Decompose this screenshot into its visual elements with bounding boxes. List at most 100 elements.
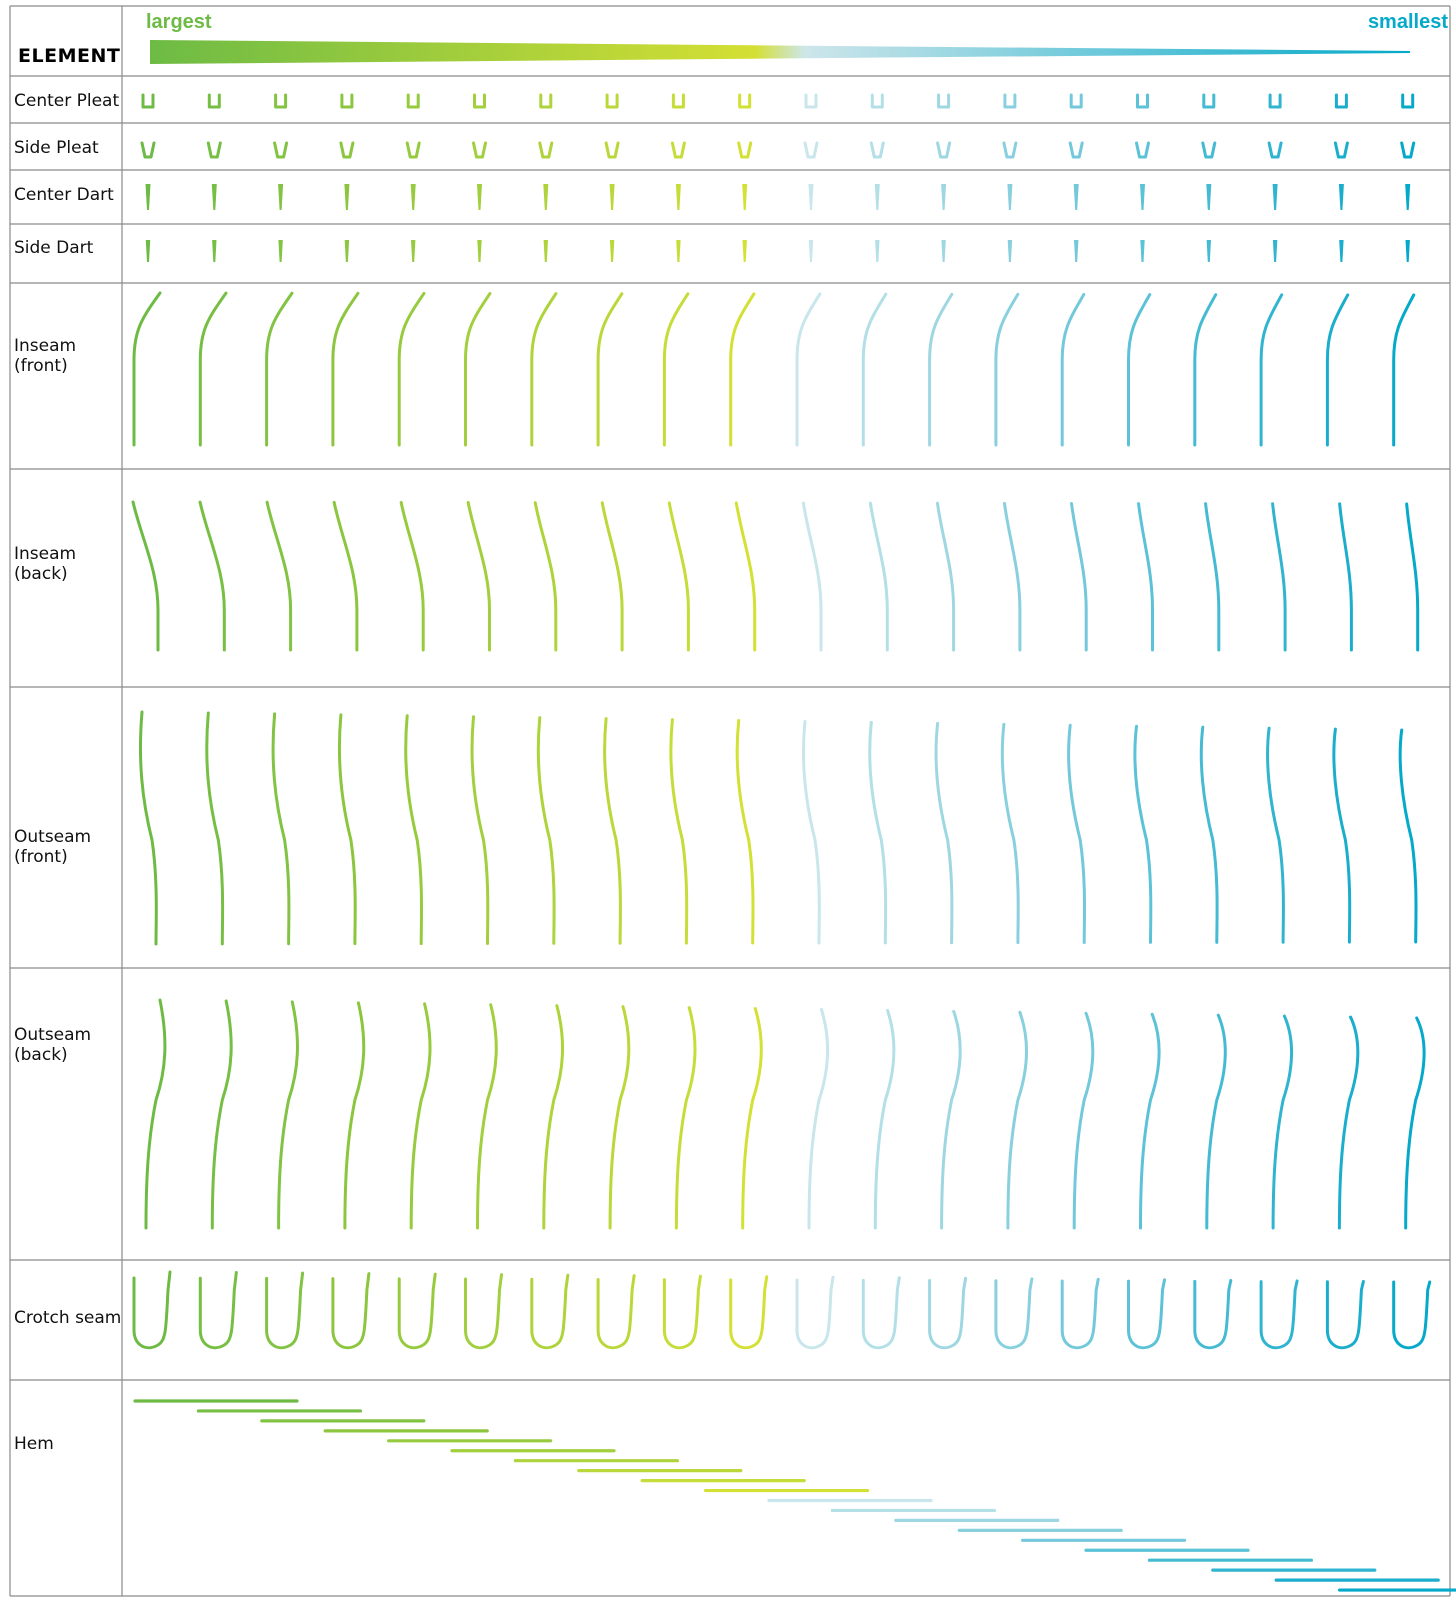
outseam-back-curve [210,999,233,1230]
side-pleat-glyph [405,141,421,159]
side-pleat-glyph [206,141,222,159]
side-dart-glyph [344,240,350,262]
inseam-front-curve [662,292,690,447]
inseam-front-curve [1127,293,1152,447]
center-dart-glyph [477,184,482,210]
outseam-front-curve [1266,726,1285,944]
center-pleat-glyph [870,93,884,109]
center-dart-glyph [543,184,549,210]
side-dart-glyph [1206,240,1211,262]
side-dart-glyph [742,240,747,262]
outseam-front-curve [934,721,954,945]
outseam-back-curve [409,1002,432,1230]
side-pleat-glyph [869,141,885,159]
inseam-back-curve [198,500,226,652]
center-dart-glyph [874,184,880,210]
inseam-front-curve [1060,292,1086,447]
outseam-front-curve [536,716,556,945]
inseam-back-curve [1070,501,1088,652]
outseam-front-curve [1067,723,1087,945]
center-dart-glyph [1405,184,1411,210]
outseam-front-curve [801,719,821,945]
crotch-seam-curve [861,1276,901,1350]
crotch-seam-curve [331,1272,371,1350]
center-dart-glyph [145,184,151,210]
side-dart-glyph [1339,240,1344,262]
outseam-back-curve [1271,1014,1294,1230]
crotch-seam-curve [729,1275,769,1350]
row-glyphs [131,93,1456,1592]
outseam-front-curve [1398,728,1418,944]
center-dart-glyph [609,184,615,210]
outseam-front-curve [404,714,424,946]
side-dart-glyph [543,240,548,262]
outseam-back-curve [1205,1013,1227,1230]
crotch-seam-label: Crotch seam [14,1308,121,1328]
inseam-front-curve [729,292,756,447]
side-dart-glyph [1140,240,1145,262]
outseam-back-curve [144,998,167,1230]
outseam-front-curve [868,720,888,945]
inseam-front-curve [1392,293,1416,447]
side-pleat-glyph [737,141,753,159]
inseam-back-curve [1405,502,1420,652]
crotch-seam-curve [1193,1278,1233,1350]
center-pleat-glyph [671,93,685,109]
side-pleat-glyph [1333,141,1349,159]
center-pleat-glyph [1401,93,1415,109]
outseam-back-curve [1139,1012,1161,1230]
outseam-back-curve [343,1001,366,1230]
outseam-front-label: Outseam [14,827,91,847]
side-dart-glyph [1272,240,1278,262]
inseam-back-curve [667,501,690,652]
crotch-seam-curve [198,1271,238,1350]
table-grid [9,5,1451,1597]
center-dart-glyph [1206,184,1212,210]
center-pleat-glyph [1069,93,1083,109]
side-pleat-glyph [1400,141,1416,159]
center-pleat-glyph [406,93,420,109]
center-dart-glyph [1007,184,1013,210]
center-pleat-glyph [1003,93,1017,109]
side-pleat-glyph [140,141,156,159]
center-dart-glyph [742,184,748,210]
inseam-front-curve [596,292,624,447]
center-dart-label: Center Dart [14,185,114,205]
side-pleat-glyph [936,141,952,159]
center-dart-glyph [278,184,284,210]
side-dart-glyph [676,240,681,262]
side-dart-glyph [477,240,482,262]
center-pleat-glyph [141,93,155,109]
outseam-back-curve [873,1008,896,1230]
outseam-back-curve [277,1000,299,1230]
outseam-back-curve [608,1005,631,1230]
outseam-front-label: (front) [14,847,68,867]
outseam-front-curve [735,719,755,945]
side-dart-glyph [808,240,814,262]
outseam-front-curve [603,717,622,945]
inseam-front-curve [464,292,492,447]
side-pleat-glyph [670,141,686,159]
side-pleat-glyph [1201,141,1217,159]
crotch-seam-curve [1060,1277,1100,1350]
side-dart-glyph [145,240,151,262]
outseam-back-curve [1006,1010,1028,1230]
outseam-front-curve [470,715,490,945]
outseam-front-curve [138,710,158,946]
inseam-back-curve [131,500,160,652]
inseam-back-curve [1204,502,1221,652]
center-pleat-glyph [804,93,818,109]
outseam-back-curve [1072,1011,1095,1230]
center-dart-glyph [941,184,947,210]
element-column-header: ELEMENT [18,45,120,67]
outseam-front-curve [1000,722,1020,945]
side-dart-glyph [212,240,217,262]
inseam-back-curve [1002,501,1022,652]
crotch-seam-curve [994,1277,1034,1350]
inseam-back-curve [1338,502,1353,652]
side-pleat-glyph [472,141,487,159]
side-pleat-glyph [1135,141,1150,159]
inseam-front-curve [530,292,558,447]
side-dart-glyph [1405,240,1410,262]
